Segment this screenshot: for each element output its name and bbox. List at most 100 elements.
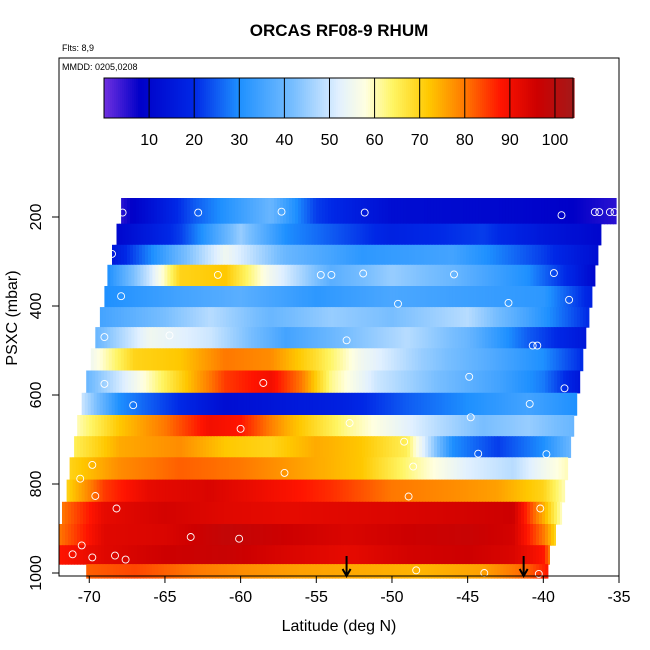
heatmap-cell xyxy=(368,415,372,437)
heatmap-cell xyxy=(185,264,189,287)
heatmap-cell xyxy=(203,415,207,437)
heatmap-cell xyxy=(351,307,356,328)
heatmap-cell xyxy=(264,348,269,372)
heatmap-cell xyxy=(201,348,206,372)
heatmap-cell xyxy=(290,436,294,458)
heatmap-cell xyxy=(464,415,468,437)
heatmap-cell xyxy=(383,436,387,458)
heatmap-cell xyxy=(225,307,230,328)
heatmap-cell xyxy=(95,327,99,349)
heatmap-cell xyxy=(320,264,324,287)
heatmap-cell xyxy=(578,223,583,246)
colorbar-cell xyxy=(514,78,517,118)
heatmap-cell xyxy=(278,223,283,246)
heatmap-cell xyxy=(285,348,290,372)
heatmap-cell xyxy=(178,244,182,266)
heatmap-cell xyxy=(512,545,516,565)
sample-point xyxy=(565,295,574,304)
heatmap-cell xyxy=(296,370,300,394)
heatmap-cell xyxy=(116,524,120,546)
colorbar-cell xyxy=(506,78,509,118)
heatmap-cell xyxy=(230,223,235,246)
sample-point xyxy=(213,270,222,279)
heatmap-cell xyxy=(131,545,135,565)
heatmap-cell xyxy=(206,501,210,525)
heatmap-cell xyxy=(470,286,474,308)
colorbar-cell xyxy=(180,78,183,118)
heatmap-cell xyxy=(239,264,243,287)
heatmap-cell xyxy=(165,479,170,503)
colorbar-cell xyxy=(292,78,295,118)
heatmap-cell xyxy=(303,307,308,328)
heatmap-cell xyxy=(380,564,384,579)
heatmap-cell xyxy=(464,286,468,308)
colorbar-cell xyxy=(400,78,403,118)
heatmap-cell xyxy=(404,286,408,308)
heatmap-cell xyxy=(491,564,495,579)
heatmap-cell xyxy=(263,501,267,525)
heatmap-cell xyxy=(419,370,423,394)
heatmap-cell xyxy=(320,564,324,579)
heatmap-cell xyxy=(260,415,264,437)
heatmap-cell xyxy=(432,348,437,372)
heatmap-cell xyxy=(470,223,475,246)
heatmap-cell xyxy=(185,415,189,437)
heatmap-cell xyxy=(563,370,567,394)
colorbar-cell xyxy=(354,78,357,118)
heatmap-cell xyxy=(489,307,494,328)
heatmap-cell xyxy=(119,370,123,394)
heatmap-cell xyxy=(242,223,247,246)
heatmap-cell xyxy=(464,545,468,565)
heatmap-cell xyxy=(291,457,296,481)
heatmap-cell xyxy=(516,392,521,416)
heatmap-cell xyxy=(390,348,395,372)
heatmap-cell xyxy=(278,564,282,579)
heatmap-cell xyxy=(131,501,135,525)
heatmap-cell xyxy=(255,392,260,416)
heatmap-cell xyxy=(362,524,366,546)
heatmap-cell xyxy=(452,370,456,394)
heatmap-cell xyxy=(131,436,135,458)
heatmap-cell xyxy=(441,457,446,481)
heatmap-cell xyxy=(518,264,522,287)
heatmap-cell xyxy=(371,327,375,349)
heatmap-cell xyxy=(431,370,435,394)
heatmap-cell xyxy=(161,370,165,394)
heatmap-cell xyxy=(107,415,111,437)
heatmap-cell xyxy=(416,264,420,287)
heatmap-cell xyxy=(137,436,141,458)
heatmap-cell xyxy=(323,415,327,437)
heatmap-cell xyxy=(462,392,467,416)
heatmap-cell xyxy=(529,198,533,225)
heatmap-cell xyxy=(489,348,494,372)
heatmap-cell xyxy=(395,264,399,287)
heatmap-cell xyxy=(158,264,162,287)
heatmap-cell xyxy=(173,415,177,437)
heatmap-cell xyxy=(277,244,281,266)
heatmap-cell xyxy=(416,223,421,246)
heatmap-cell xyxy=(578,370,581,394)
heatmap-cell xyxy=(381,348,386,372)
heatmap-cell xyxy=(300,392,305,416)
heatmap-cell xyxy=(77,415,81,437)
heatmap-cell xyxy=(128,327,132,349)
heatmap-cell xyxy=(413,436,417,458)
heatmap-cell xyxy=(383,545,387,565)
heatmap-cell xyxy=(177,392,182,416)
heatmap-cell xyxy=(347,436,351,458)
heatmap-cell xyxy=(227,223,232,246)
heatmap-cell xyxy=(264,457,269,481)
heatmap-cell xyxy=(398,436,402,458)
heatmap-cell xyxy=(146,286,150,308)
heatmap-cell xyxy=(452,415,456,437)
colorbar-cell xyxy=(336,78,339,118)
heatmap-cell xyxy=(560,223,565,246)
heatmap-cell xyxy=(183,479,188,503)
colorbar-cell xyxy=(388,78,391,118)
heatmap-cell xyxy=(196,198,200,225)
heatmap-cell xyxy=(212,286,216,308)
colorbar-cell xyxy=(438,78,441,118)
heatmap-cell xyxy=(551,370,555,394)
